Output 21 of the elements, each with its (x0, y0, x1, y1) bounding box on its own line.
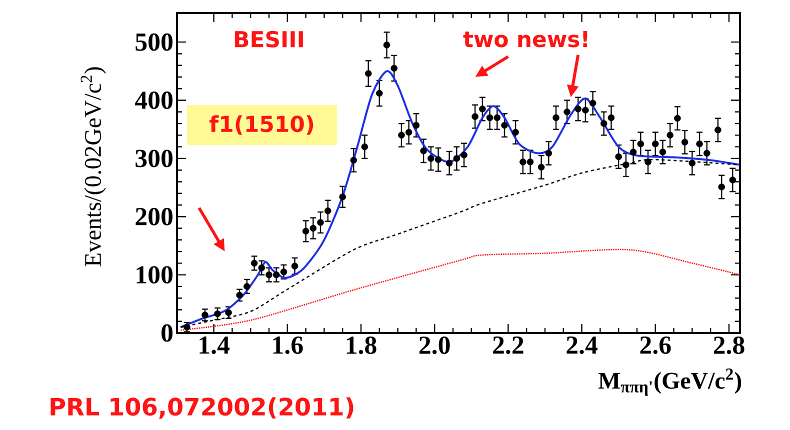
annotation: BESIII (235, 30, 303, 48)
x-tick-label: 1.8 (346, 336, 376, 354)
annotation: two news! (463, 31, 588, 48)
y-tick-label: 100 (136, 266, 172, 284)
annotation: f1(1510) (210, 115, 314, 135)
x-tick-label: 2.6 (640, 336, 671, 354)
x-tick-label: 2.0 (419, 336, 450, 354)
y-tick-label: 200 (136, 208, 172, 226)
x-tick-label: 1.4 (200, 336, 230, 354)
line-series (180, 248, 741, 331)
x-tick-label: 2.8 (714, 336, 744, 354)
x-axis-title: M$_{ππη'}$(GeV/c$^{2}$) (598, 368, 742, 396)
y-axis-title: Events/(0.02GeV/c$^{2}$) (80, 67, 106, 266)
y-tick-label: 500 (136, 33, 172, 51)
x-tick-label: 1.6 (273, 336, 303, 354)
text: PRL 106,072002(2011) (50, 397, 354, 419)
y-tick-label: 400 (134, 92, 172, 110)
y-tick-label: 0 (162, 324, 172, 342)
x-tick-label: 2.4 (566, 336, 598, 354)
x-tick-label: 2.2 (493, 336, 524, 354)
y-tick-label: 300 (136, 150, 172, 168)
